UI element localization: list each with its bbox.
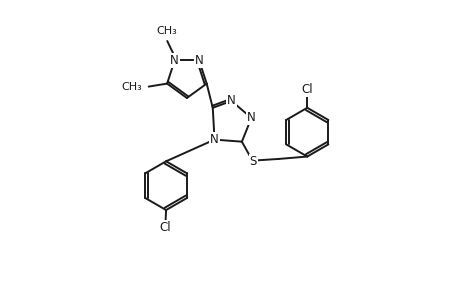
Text: N: N bbox=[194, 54, 203, 67]
Text: N: N bbox=[246, 111, 255, 124]
Text: N: N bbox=[170, 54, 179, 67]
Text: S: S bbox=[249, 155, 256, 168]
Text: Cl: Cl bbox=[301, 83, 313, 97]
Text: Cl: Cl bbox=[159, 221, 171, 234]
Text: CH₃: CH₃ bbox=[157, 26, 177, 36]
Text: N: N bbox=[227, 94, 235, 107]
Text: CH₃: CH₃ bbox=[121, 82, 142, 92]
Text: N: N bbox=[210, 133, 218, 146]
